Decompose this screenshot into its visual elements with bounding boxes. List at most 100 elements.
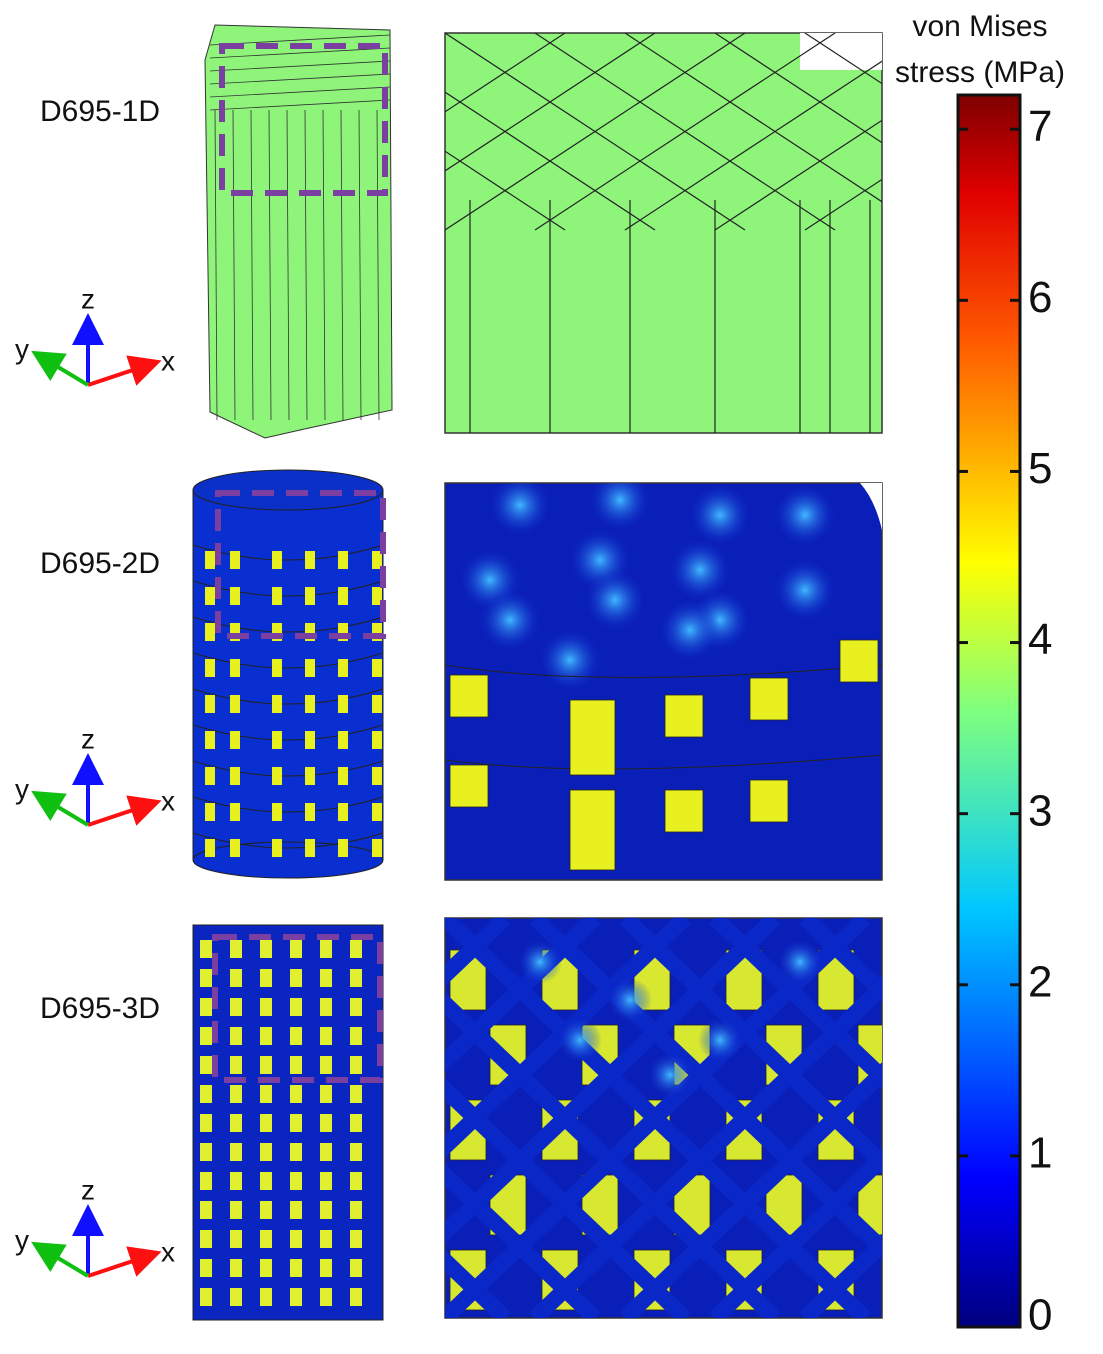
colorbar-tick-label: 1 [1028,1129,1052,1178]
colorbar-tick-label: 6 [1028,273,1052,322]
pillar [260,1143,272,1161]
pillar [230,1172,242,1190]
pillar [272,551,282,569]
pillar [372,731,382,749]
pillar [320,1230,332,1248]
pillar [230,1114,242,1132]
pillar [350,1259,362,1277]
edge [1075,33,1103,230]
pillar [272,767,282,785]
pillar [290,998,302,1016]
pillar [230,1201,242,1219]
pillar [230,839,240,857]
colorbar [958,95,1020,1327]
pillar [320,998,332,1016]
stress-spot [480,590,540,650]
pillar [305,803,315,821]
pillar [350,940,362,958]
pillar [338,551,348,569]
pillar [230,1143,242,1161]
colorbar-tick-label: 2 [1028,957,1052,1006]
pillar [305,659,315,677]
pillar [260,1201,272,1219]
pillar [305,731,315,749]
pillar [372,695,382,713]
axis-arrow [38,795,88,825]
pillar [200,969,212,987]
pillar [260,1172,272,1190]
pillar [260,1114,272,1132]
renderings [85,25,1103,1320]
pillar [320,1027,332,1045]
pillar [205,623,215,641]
pillar [320,1085,332,1103]
axis-label: x [161,785,175,816]
axis-label: z [81,723,95,754]
pillar [350,1172,362,1190]
pillar [372,767,382,785]
axis-label: z [81,1174,95,1205]
pillar [205,551,215,569]
pillar [750,780,788,822]
pillar [230,767,240,785]
pillar [200,1259,212,1277]
colorbar-tick-label: 4 [1028,615,1052,664]
row-label: D695-3D [40,992,160,1025]
pillar [272,695,282,713]
pillar [320,1201,332,1219]
pillar [260,998,272,1016]
pillar [840,640,878,682]
pillar [272,839,282,857]
pillar [200,1143,212,1161]
pillar [260,1027,272,1045]
pillar [230,695,240,713]
pillar [205,767,215,785]
axis-label: y [15,1224,29,1255]
pillar [350,998,362,1016]
pillar [320,1143,332,1161]
pillar [260,1085,272,1103]
column-1d [205,25,392,438]
stress-spot [648,1053,692,1097]
pillar [200,1230,212,1248]
pillar [338,839,348,857]
stress-spot [585,570,645,630]
stress-spot [698,1018,742,1062]
pillar [260,1230,272,1248]
pillar [350,1288,362,1306]
axis-arrow [38,355,88,385]
pillar [205,659,215,677]
stress-spot [590,470,650,530]
pillar [338,731,348,749]
stress-spot [690,485,750,545]
pillar [350,969,362,987]
pillar [290,1085,302,1103]
pillar [272,587,282,605]
axis-arrow [88,363,154,385]
pillar [750,678,788,720]
pillar [305,551,315,569]
pillar [260,969,272,987]
pillar [260,940,272,958]
pillar [290,969,302,987]
pillar [320,940,332,958]
pillar [320,1114,332,1132]
axis-arrow [38,1246,88,1276]
pillar [205,587,215,605]
pillar [372,659,382,677]
panel-1d [445,33,882,433]
colorbar-tick-label: 0 [1028,1291,1052,1340]
pillar [260,1056,272,1074]
pillar [290,1259,302,1277]
stress-spot [775,560,835,620]
pillar [372,839,382,857]
axis-label: y [15,333,29,364]
pillar [230,551,240,569]
pillar [320,1172,332,1190]
pillar [320,1259,332,1277]
pillar [338,695,348,713]
pillar [260,1259,272,1277]
pillar [290,1027,302,1045]
pillar [338,767,348,785]
stress-spot [540,630,600,690]
